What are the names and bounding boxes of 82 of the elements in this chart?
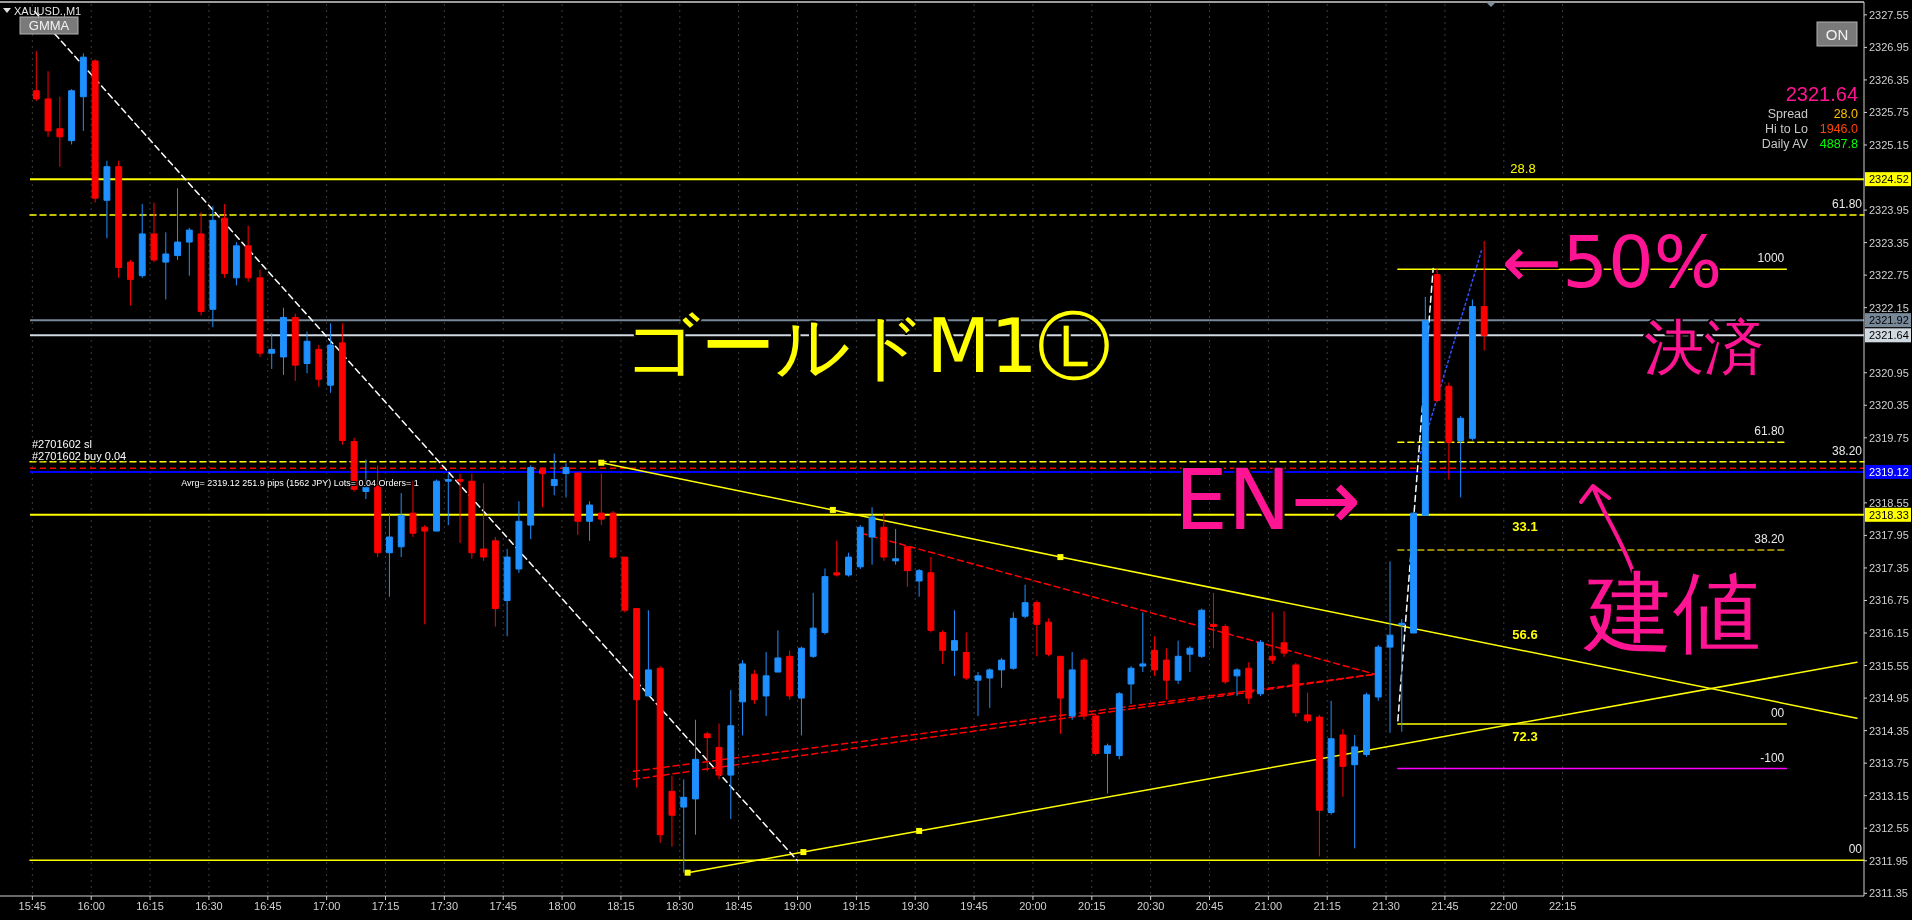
x-tick-label: 18:15	[607, 900, 635, 912]
x-tick-label: 17:30	[430, 900, 459, 912]
x-tick-label: 19:30	[901, 900, 929, 912]
y-tick-label: 2316.15	[1869, 627, 1909, 640]
x-tick-label: 21:45	[1431, 900, 1459, 912]
series-label: 61.80	[1754, 424, 1785, 439]
series-label: 00	[1770, 706, 1785, 721]
x-tick-label: 19:45	[960, 900, 988, 912]
annotation: 4887.8	[1819, 137, 1859, 151]
ref-line-label: 2321.92	[1869, 314, 1909, 327]
x-tick-label: 21:15	[1313, 900, 1341, 912]
y-tick-label: 2315.55	[1869, 659, 1909, 672]
y-tick-label: 2312.55	[1869, 822, 1909, 835]
x-tick-label: 16:45	[254, 900, 282, 912]
y-tick-label: 2316.75	[1869, 594, 1909, 607]
x-tick-label: 18:45	[724, 900, 753, 912]
y-tick-label: 2313.15	[1869, 789, 1909, 802]
series-label: 38.20	[1754, 532, 1785, 547]
annotation: 56.6	[1512, 626, 1538, 642]
annotation: GMMA	[28, 18, 70, 33]
x-tick-label: 17:00	[312, 900, 341, 912]
x-tick-label: 20:30	[1136, 900, 1165, 912]
y-tick-label: 2320.95	[1869, 366, 1909, 379]
annotation: 28.0	[1833, 107, 1859, 121]
y-tick-label: 2320.35	[1869, 399, 1909, 412]
y-tick-label: 2311.35	[1869, 887, 1908, 900]
x-tick-label: 22:15	[1548, 900, 1577, 912]
annotation: Hi to Lo	[1764, 122, 1809, 136]
annotation: #2701602 sl	[32, 438, 92, 450]
x-tick-label: 16:15	[136, 900, 164, 912]
x-tick-label: 20:15	[1078, 900, 1106, 912]
y-tick-label: 2314.95	[1869, 692, 1909, 705]
annotation: Daily AV	[1761, 137, 1809, 151]
y-tick-label: 2325.15	[1869, 138, 1909, 151]
x-tick-label: 18:00	[548, 900, 576, 912]
x-tick-label: 18:30	[666, 900, 694, 912]
annotation: 1946.0	[1819, 122, 1859, 136]
chart-title: XAUUSD.,M1	[14, 5, 82, 17]
x-tick-label: 17:45	[489, 900, 517, 912]
ref-line-label: 2318.33	[1869, 508, 1909, 521]
y-tick-label: 2326.95	[1869, 41, 1909, 54]
x-tick-label: 20:00	[1019, 900, 1047, 912]
y-tick-label: 2318.55	[1869, 496, 1909, 509]
y-tick-label: 2317.35	[1869, 561, 1909, 574]
annotation: 33.1	[1512, 518, 1538, 534]
x-tick-label: 19:00	[783, 900, 812, 912]
x-tick-label: 21:30	[1372, 900, 1400, 912]
y-tick-label: 2322.15	[1869, 301, 1909, 314]
ref-line-label: 2321.64	[1869, 329, 1909, 342]
annotation: Spread	[1767, 107, 1809, 121]
y-tick-label: 2317.95	[1869, 529, 1909, 542]
y-tick-label: 2323.95	[1869, 204, 1909, 217]
y-tick-label: 2325.75	[1869, 106, 1909, 119]
annotation: ON	[1825, 25, 1849, 43]
x-tick-label: 19:15	[842, 900, 871, 912]
x-tick-label: 21:00	[1254, 900, 1283, 912]
series-label: 38.20	[1831, 443, 1863, 458]
annotation: 建値	[1583, 560, 1761, 664]
y-tick-label: 2326.35	[1869, 73, 1909, 86]
y-tick-label: 2322.75	[1869, 269, 1909, 282]
annotation: #2701602 buy 0.04	[32, 450, 127, 462]
y-tick-label: 2319.75	[1869, 431, 1909, 444]
y-tick-label: 2323.35	[1869, 236, 1909, 249]
y-tick-label: 2311.95	[1869, 854, 1908, 867]
ref-line-label: 2319.12	[1869, 465, 1909, 478]
x-tick-label: 15:45	[18, 900, 47, 912]
annotation: 72.3	[1512, 728, 1538, 744]
series-label: 1000	[1757, 251, 1785, 266]
annotation: 28.8	[1510, 160, 1536, 176]
x-tick-label: 16:30	[195, 900, 223, 912]
x-tick-label: 22:00	[1490, 900, 1518, 912]
annotation: 2321.64	[1785, 83, 1858, 105]
ref-line-label: 2324.52	[1869, 173, 1909, 186]
x-tick-label: 20:45	[1195, 900, 1224, 912]
y-tick-label: 2313.75	[1869, 757, 1909, 770]
x-tick-label: 17:15	[371, 900, 400, 912]
series-label: 61.80	[1831, 196, 1863, 211]
y-tick-label: 2327.55	[1869, 8, 1909, 21]
y-tick-label: 2314.35	[1869, 724, 1909, 737]
x-tick-label: 16:00	[77, 900, 105, 912]
series-label: -100	[1760, 750, 1785, 765]
series-label: 00	[1848, 842, 1863, 857]
